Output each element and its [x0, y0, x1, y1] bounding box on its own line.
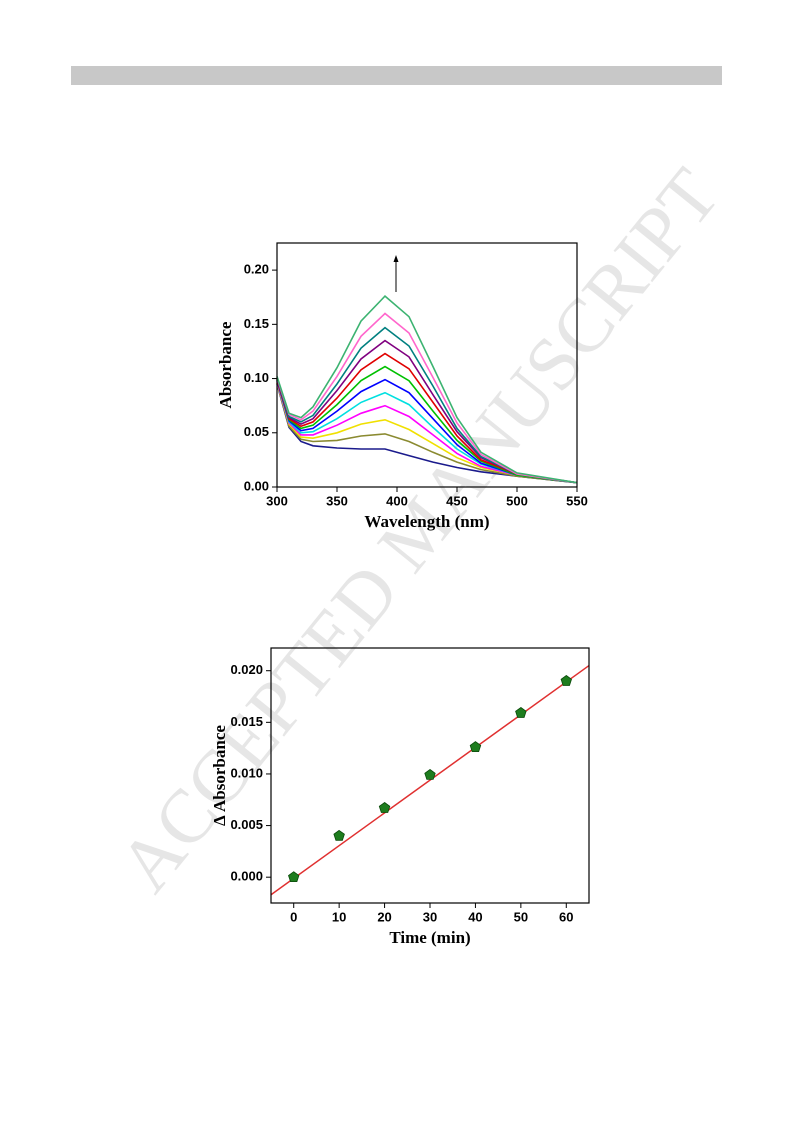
data-point — [378, 802, 391, 813]
spectrum-line — [276, 383, 578, 484]
x-tick-label: 40 — [468, 909, 482, 924]
spectrum-line — [276, 382, 578, 484]
spectrum-line — [276, 295, 578, 484]
x-tick-label: 550 — [566, 493, 588, 508]
spectrum-line — [276, 378, 578, 484]
y-tick-label: 0.000 — [230, 869, 263, 884]
data-point — [333, 829, 345, 841]
chart: 0.000 0.005 0.010 0.015 0.020 0 10 20 30 40 50 60 Ti… — [210, 647, 590, 947]
spectrum-line — [276, 381, 578, 484]
x-tick-label: 500 — [506, 493, 528, 508]
fit-line — [270, 664, 590, 896]
y-tick-label: 0.020 — [230, 662, 263, 677]
chart: 0.00 0.05 0.10 0.15 0.20 300 350 400 450 500 550 Wa… — [216, 242, 588, 531]
y-tick-label: 0.15 — [244, 316, 269, 331]
spectrum-line — [276, 312, 578, 484]
data-point — [424, 769, 436, 780]
x-tick-label: 10 — [332, 909, 346, 924]
y-tick-label: 0.10 — [244, 370, 269, 385]
x-tick-label: 400 — [386, 493, 408, 508]
spectrum-line — [276, 382, 578, 484]
arrow — [393, 255, 399, 292]
x-tick-label: 30 — [423, 909, 437, 924]
spectrum-line — [276, 380, 578, 484]
y-tick-label: 0.00 — [244, 478, 269, 493]
y-tick-label: 0.010 — [230, 765, 263, 780]
y-tick-label: 0.015 — [230, 714, 263, 729]
data-point — [560, 675, 572, 686]
y-axis-title: Absorbance — [216, 321, 235, 408]
data-point — [515, 707, 527, 718]
y-tick-label: 0.05 — [244, 424, 269, 439]
y-tick-label: 0.20 — [244, 262, 269, 277]
y-tick-label: 0.005 — [230, 817, 263, 832]
x-tick-label: 300 — [266, 493, 288, 508]
x-tick-label: 350 — [326, 493, 348, 508]
plot-frame — [276, 242, 578, 488]
data-point — [288, 871, 300, 882]
x-axis-title: Time (min) — [389, 928, 470, 947]
spectrum-line — [276, 365, 578, 484]
header-bar — [71, 66, 722, 85]
y-axis-title: Δ Absorbance — [210, 725, 229, 826]
spectrum-line — [276, 326, 578, 484]
data-point — [469, 741, 482, 752]
spectrum-line — [276, 352, 578, 484]
x-tick-label: 20 — [377, 909, 391, 924]
x-tick-label: 450 — [446, 493, 468, 508]
x-tick-label: 50 — [514, 909, 528, 924]
x-axis-title: Wavelength (nm) — [364, 512, 489, 531]
spectrum-line — [276, 339, 578, 484]
x-tick-label: 60 — [559, 909, 573, 924]
x-tick-label: 0 — [290, 909, 297, 924]
